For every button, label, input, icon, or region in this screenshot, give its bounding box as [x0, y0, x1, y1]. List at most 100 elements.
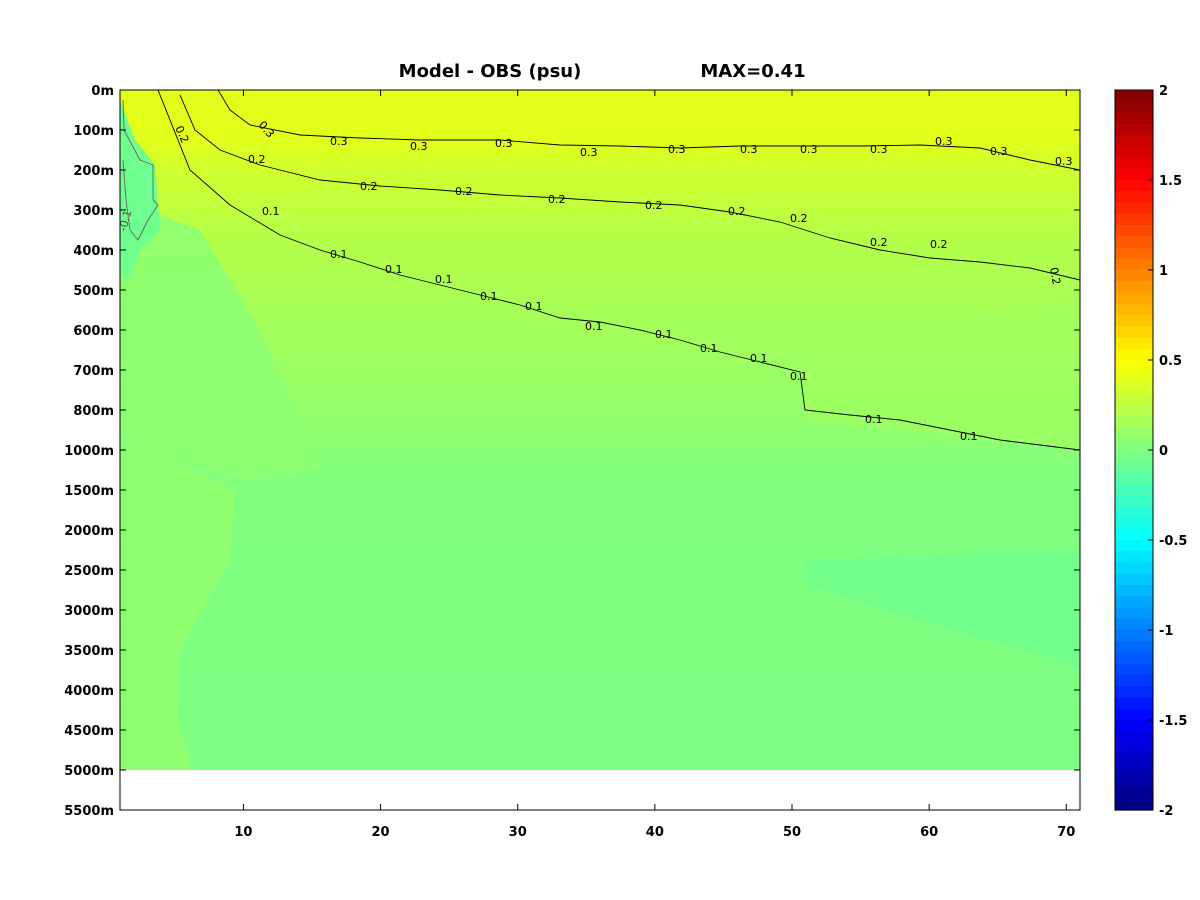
- colorbar: 2 1.5 1 0.5 0 -0.5 -1 -1.5 -2: [1114, 84, 1187, 819]
- colorbar-cell: [1115, 787, 1153, 800]
- y-tick-label: 2500m: [64, 564, 114, 579]
- colorbar-cell: [1115, 742, 1153, 755]
- colorbar-cell: [1115, 427, 1153, 440]
- contour-label: 0.3: [580, 146, 598, 159]
- contour-label: -0.1: [116, 209, 134, 233]
- x-tick-label: 40: [646, 825, 664, 840]
- colorbar-cell: [1115, 90, 1153, 102]
- y-tick-label: 1500m: [64, 484, 114, 499]
- colorbar-cell: [1115, 438, 1153, 451]
- colorbar-cell: [1115, 765, 1153, 777]
- heatmap-field: [120, 90, 1080, 770]
- y-tick-label: 500m: [73, 284, 114, 299]
- contour-label: 0.2: [790, 212, 808, 225]
- colorbar-cell: [1115, 112, 1153, 125]
- colorbar-cell: [1115, 551, 1153, 564]
- y-tick-label: 400m: [73, 244, 114, 259]
- plot-area: 0.3 0.3 0.3 0.3 0.3 0.3 0.3 0.3 0.3 0.3 …: [64, 84, 1081, 840]
- colorbar-cell: [1115, 585, 1153, 597]
- colorbar-cell: [1115, 720, 1153, 732]
- contour-label: 0.3: [870, 143, 888, 156]
- colorbar-cell: [1115, 213, 1153, 226]
- colorbar-cell: [1115, 337, 1153, 350]
- colorbar-cell: [1115, 675, 1153, 687]
- colorbar-cell: [1115, 798, 1153, 811]
- x-tick-label: 20: [372, 825, 390, 840]
- colorbar-tick-label: 0: [1159, 444, 1168, 459]
- colorbar-cell: [1115, 708, 1153, 721]
- contour-label: 0.3: [410, 140, 428, 153]
- contour-label: 0.3: [990, 145, 1008, 158]
- colorbar-tick-label: 1.5: [1159, 174, 1182, 189]
- contour-label: 0.3: [800, 143, 818, 156]
- contour-lines: [122, 90, 1080, 451]
- contour-label: 0.3: [1055, 155, 1073, 168]
- colorbar-cell: [1115, 686, 1153, 699]
- y-tick-label: 100m: [73, 124, 114, 139]
- colorbar-cell: [1115, 461, 1153, 474]
- y-tick-label: 200m: [73, 164, 114, 179]
- contour-label: 0.1: [330, 248, 348, 261]
- colorbar-cell: [1115, 540, 1153, 552]
- contour-label: 0.1: [585, 320, 603, 333]
- colorbar-cell: [1115, 697, 1153, 710]
- colorbar-tick-label: -2: [1159, 804, 1173, 819]
- chart-title: Model - OBS (psu): [399, 61, 582, 82]
- colorbar-cell: [1115, 191, 1153, 204]
- colorbar-cell: [1115, 731, 1153, 744]
- colorbar-cell: [1115, 495, 1153, 507]
- contour-label: 0.1: [435, 273, 453, 286]
- contour-label: 0.1: [525, 300, 543, 313]
- colorbar-cell: [1115, 123, 1153, 136]
- x-axis: 10 20 30 40 50 60 70: [234, 90, 1075, 840]
- colorbar-tick-label: -1: [1159, 624, 1173, 639]
- colorbar-cell: [1115, 270, 1153, 282]
- colorbar-cell: [1115, 663, 1153, 676]
- colorbar-cell: [1115, 135, 1153, 147]
- y-tick-label: 5000m: [64, 764, 114, 779]
- colorbar-tick-label: -0.5: [1159, 534, 1187, 549]
- contour-label: 0.1: [385, 263, 403, 276]
- x-tick-label: 10: [234, 825, 252, 840]
- colorbar-cell: [1115, 168, 1153, 181]
- colorbar-cell: [1115, 180, 1153, 192]
- contour-label: 0.2: [455, 185, 473, 198]
- colorbar-cell: [1115, 506, 1153, 519]
- x-tick-label: 60: [920, 825, 938, 840]
- contour-label: 0.1: [790, 370, 808, 383]
- contour-label: 0.1: [960, 430, 978, 443]
- y-tick-label: 2000m: [64, 524, 114, 539]
- colorbar-tick-label: 2: [1159, 84, 1168, 99]
- colorbar-cell: [1115, 753, 1153, 766]
- max-annotation: MAX=0.41: [700, 61, 805, 82]
- x-tick-label: 70: [1057, 825, 1075, 840]
- x-tick-label: 50: [783, 825, 801, 840]
- contour-label: 0.1: [865, 413, 883, 426]
- colorbar-cell: [1115, 450, 1153, 462]
- contour-label: 0.2: [548, 193, 566, 206]
- contour-label: 0.3: [330, 135, 348, 148]
- colorbar-ticks: 2 1.5 1 0.5 0 -0.5 -1 -1.5 -2: [1148, 84, 1187, 819]
- colorbar-cell: [1115, 236, 1153, 249]
- contour-line-neg-0.1: [122, 99, 159, 241]
- contour-label: 0.2: [1047, 266, 1063, 285]
- colorbar-cell: [1115, 405, 1153, 417]
- y-tick-label: 700m: [73, 364, 114, 379]
- colorbar-cell: [1115, 393, 1153, 406]
- contour-label: 0.2: [645, 199, 663, 212]
- contour-label: 0.3: [740, 143, 758, 156]
- colorbar-cell: [1115, 225, 1153, 237]
- contour-label: 0.1: [480, 290, 498, 303]
- colorbar-gradient: [1115, 90, 1153, 811]
- colorbar-cell: [1115, 348, 1153, 361]
- contour-line-0.1: [157, 90, 1080, 451]
- colorbar-cell: [1115, 472, 1153, 485]
- colorbar-cell: [1115, 101, 1153, 114]
- colorbar-cell: [1115, 776, 1153, 789]
- colorbar-cell: [1115, 618, 1153, 631]
- colorbar-cell: [1115, 326, 1153, 339]
- y-axis: 0m 100m 200m 300m 400m 500m 600m 700m 800m 1000m 1…: [64, 84, 1080, 819]
- colorbar-cell: [1115, 573, 1153, 586]
- y-tick-label: 800m: [73, 404, 114, 419]
- contour-label: 0.2: [870, 236, 888, 249]
